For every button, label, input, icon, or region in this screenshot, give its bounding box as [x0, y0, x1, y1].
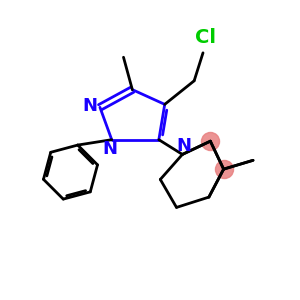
Text: N: N: [176, 137, 191, 155]
Text: Cl: Cl: [195, 28, 216, 47]
Text: N: N: [82, 97, 97, 115]
Text: N: N: [103, 140, 118, 158]
